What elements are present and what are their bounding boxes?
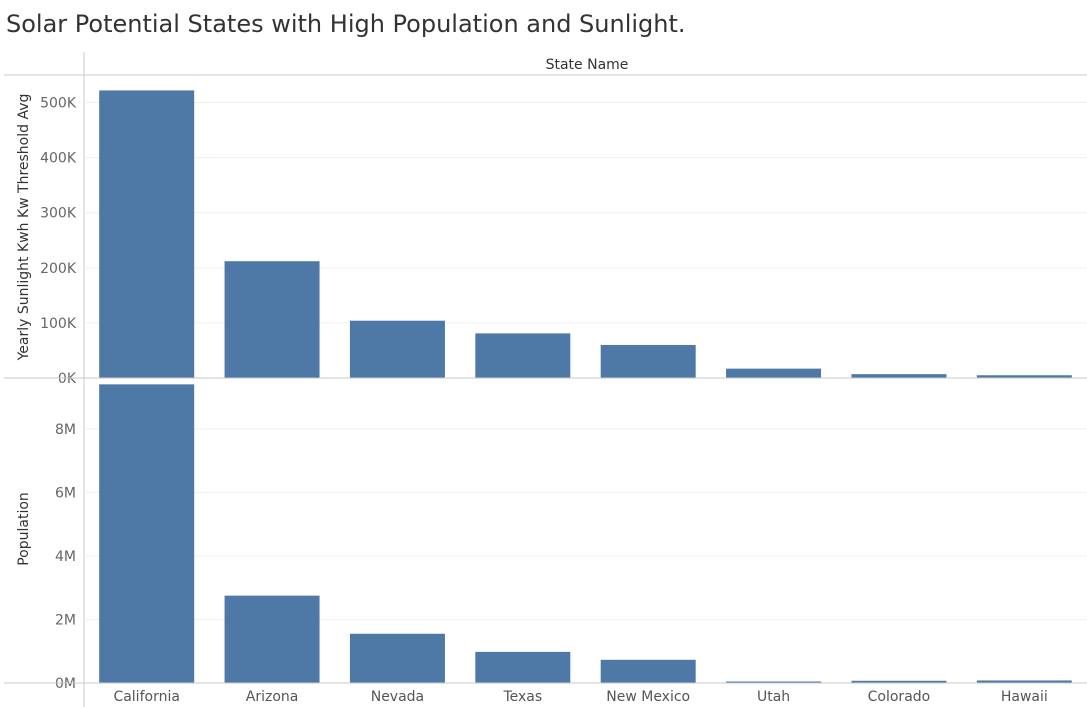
category-label: Utah [757,689,790,705]
column-header: State Name [546,57,629,73]
category-label: Colorado [868,689,931,705]
panel-0: 0K 100K 200K 300K 400K 500K Yearly Sunlight Kw… [4,90,1087,387]
bar-texas[interactable] [475,651,571,683]
panel-1: 0M 2M 4M 6M 8M Population [4,384,1087,692]
y-tick-label: 200K [40,261,77,277]
chart-title: Solar Potential States with High Populat… [6,10,686,38]
bar-california[interactable] [99,384,195,683]
y-tick-label: 8M [55,422,76,438]
bar-new-mexico[interactable] [600,659,696,683]
y-tick-label: 0K [58,371,77,387]
panels: 0K 100K 200K 300K 400K 500K Yearly Sunlight Kw… [4,90,1087,692]
category-label: Nevada [371,689,424,705]
y-tick-label: 0M [55,676,76,692]
category-label: California [113,689,179,705]
bar-colorado[interactable] [851,374,947,378]
bar-nevada[interactable] [349,320,445,378]
y-axis-title: Yearly Sunlight Kwh Kw Threshold Avg [16,94,32,362]
bar-arizona[interactable] [224,261,320,378]
y-tick-label: 300K [40,206,77,222]
y-tick-label: 6M [55,485,76,501]
category-labels: California Arizona Nevada Texas New Mexico Ut… [113,689,1047,705]
y-tick-label: 2M [55,612,76,628]
y-tick-label: 400K [40,151,77,167]
bar-hawaii[interactable] [976,375,1072,378]
y-tick-label: 500K [40,96,77,112]
bar-utah[interactable] [726,368,822,378]
y-tick-label: 4M [55,549,76,565]
bar-hawaii[interactable] [976,680,1072,683]
category-label: Hawaii [1001,689,1048,705]
bar-nevada[interactable] [349,633,445,683]
y-axis-title: Population [16,492,32,566]
y-tick-label: 100K [40,316,77,332]
bar-arizona[interactable] [224,595,320,683]
bar-utah[interactable] [726,681,822,684]
bar-california[interactable] [99,90,195,379]
bar-texas[interactable] [475,333,571,378]
category-label: Arizona [246,689,299,705]
bar-colorado[interactable] [851,680,947,683]
category-label: New Mexico [606,689,690,705]
category-label: Texas [502,689,542,705]
bar-new-mexico[interactable] [600,344,696,378]
